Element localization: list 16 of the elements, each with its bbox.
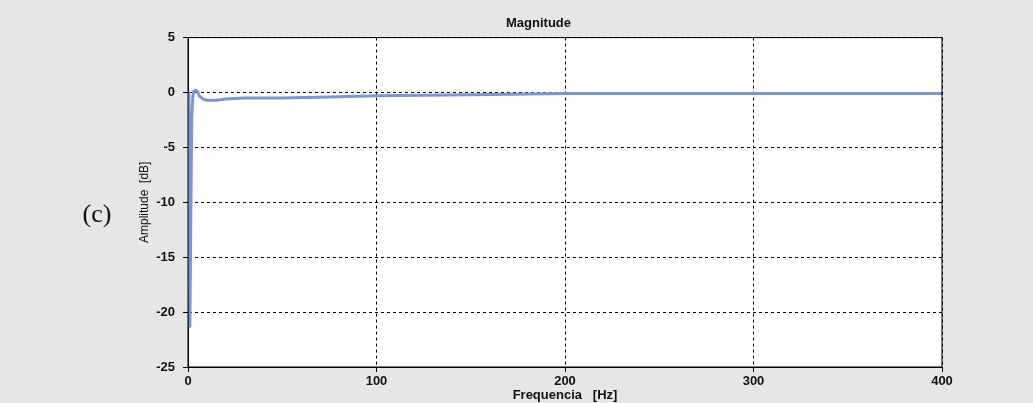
y-tick-label: 0 xyxy=(167,84,175,100)
x-tick-label: 200 xyxy=(554,373,576,389)
x-axis-title: Frequencia [Hz] xyxy=(512,386,618,402)
y-tick-label: -15 xyxy=(156,248,175,264)
text: (c) xyxy=(82,198,112,228)
x-tick-label: 0 xyxy=(184,373,192,389)
y-axis-title: Amplitude [dB] xyxy=(136,161,151,243)
x-tick-label: 100 xyxy=(365,373,388,389)
y-tick-label: -25 xyxy=(156,358,175,374)
chart-title: Magnitude xyxy=(506,15,571,31)
x-tick-label: 300 xyxy=(742,373,765,389)
y-tick-label: 5 xyxy=(167,29,175,45)
y-tick-label: -5 xyxy=(163,138,175,154)
y-tick-label: -10 xyxy=(156,193,175,209)
y-tick-label: -20 xyxy=(156,303,175,319)
x-tick-label: 400 xyxy=(931,373,953,389)
